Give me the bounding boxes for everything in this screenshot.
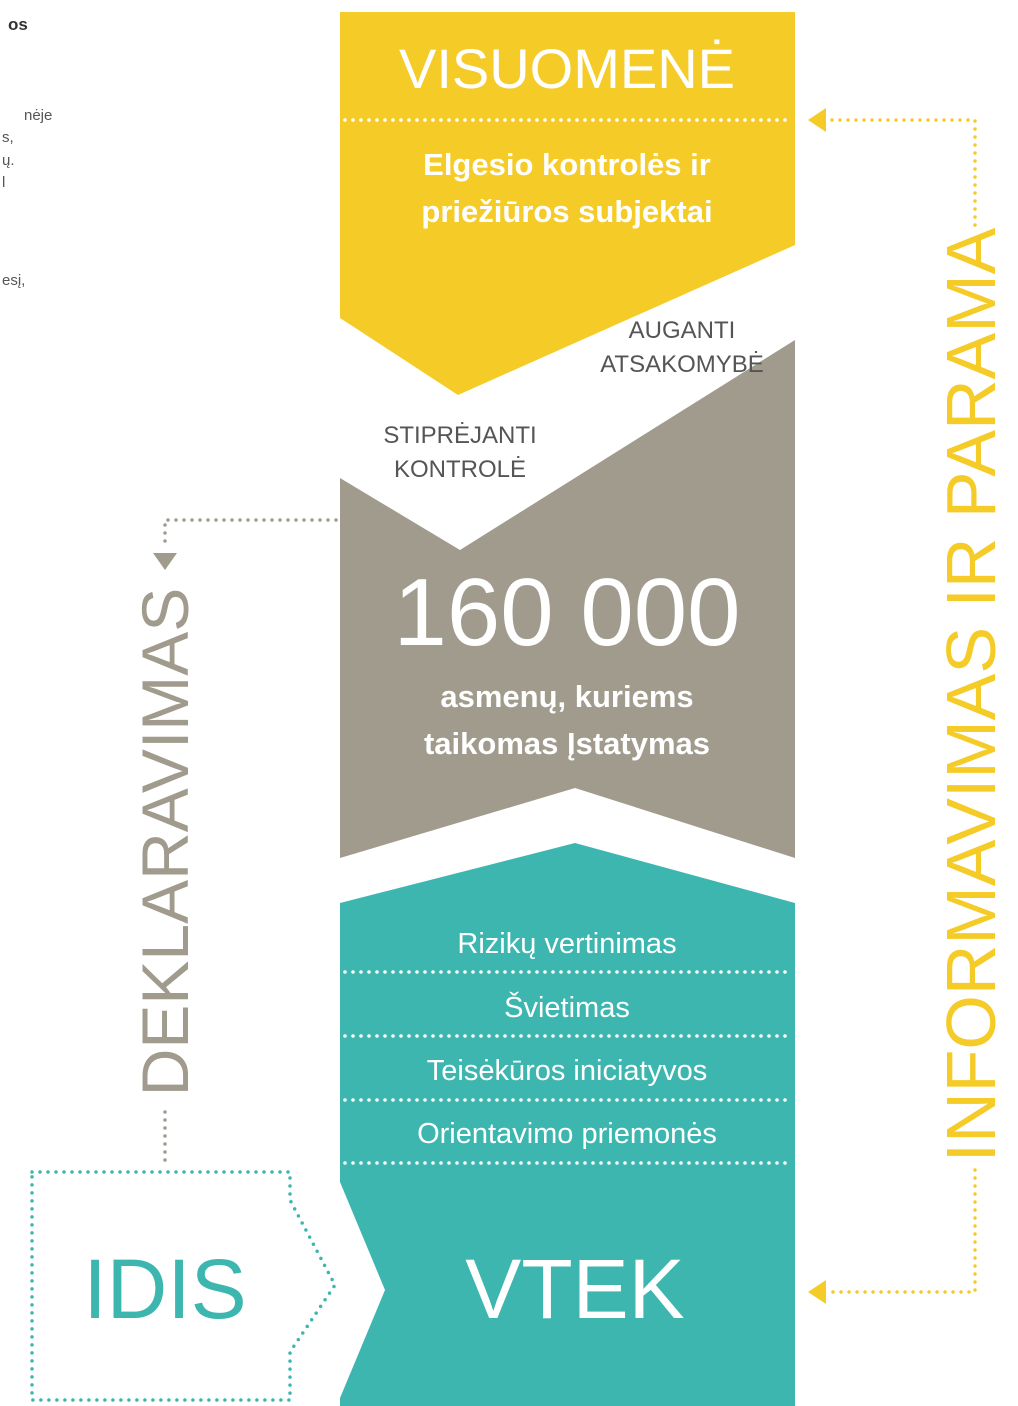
caption: taikomas Įstatymas (424, 726, 710, 761)
left-fragment: s, (2, 129, 14, 146)
vtek: VTEK (465, 1242, 684, 1336)
label: AUGANTI (629, 317, 736, 344)
subtitle: Elgesio kontrolės ir (423, 147, 711, 182)
left-fragment: nėje (24, 107, 52, 124)
label: ATSAKOMYBĖ (600, 351, 764, 378)
item: Orientavimo priemonės (417, 1118, 717, 1150)
yellow-block (340, 12, 795, 395)
caption: asmenų, kuriems (440, 679, 693, 714)
arrow (808, 108, 826, 132)
left-fragment: os (8, 15, 28, 34)
idis: IDIS (83, 1242, 246, 1336)
side-label: INFORMAVIMAS IR PARAMA (932, 227, 1010, 1162)
teal-block (340, 843, 795, 1406)
side-label: DEKLARAVIMAS (128, 588, 202, 1097)
connector (163, 518, 338, 550)
item: Švietimas (504, 990, 630, 1024)
left-fragment: esį, (2, 272, 25, 289)
left-fragment: l (2, 174, 5, 191)
connector (830, 118, 977, 232)
top-texts: VISUOMENĖ Elgesio kontrolės ir priežiūro… (399, 37, 735, 229)
middle-texts: 160 000 asmenų, kuriems taikomas Įstatym… (393, 559, 740, 761)
gray-block (340, 340, 795, 858)
title: VISUOMENĖ (399, 37, 735, 100)
arrow (808, 1280, 826, 1304)
item: Rizikų vertinimas (457, 928, 676, 960)
label: STIPRĖJANTI (383, 422, 536, 449)
label: KONTROLĖ (394, 456, 526, 483)
left-text: os nėje s, ų. l esį, (2, 15, 52, 289)
idis-box (30, 1170, 338, 1402)
left-fragment: ų. (2, 152, 15, 169)
item: Teisėkūros iniciatyvos (427, 1055, 707, 1087)
arrow (153, 553, 177, 570)
subtitle: priežiūros subjektai (421, 194, 712, 229)
bottom-texts: Rizikų vertinimas Švietimas Teisėkūros i… (417, 928, 717, 1336)
labels: AUGANTI ATSAKOMYBĖ STIPRĖJANTI KONTROLĖ (383, 317, 763, 483)
connector (830, 1168, 977, 1294)
number: 160 000 (393, 559, 740, 666)
